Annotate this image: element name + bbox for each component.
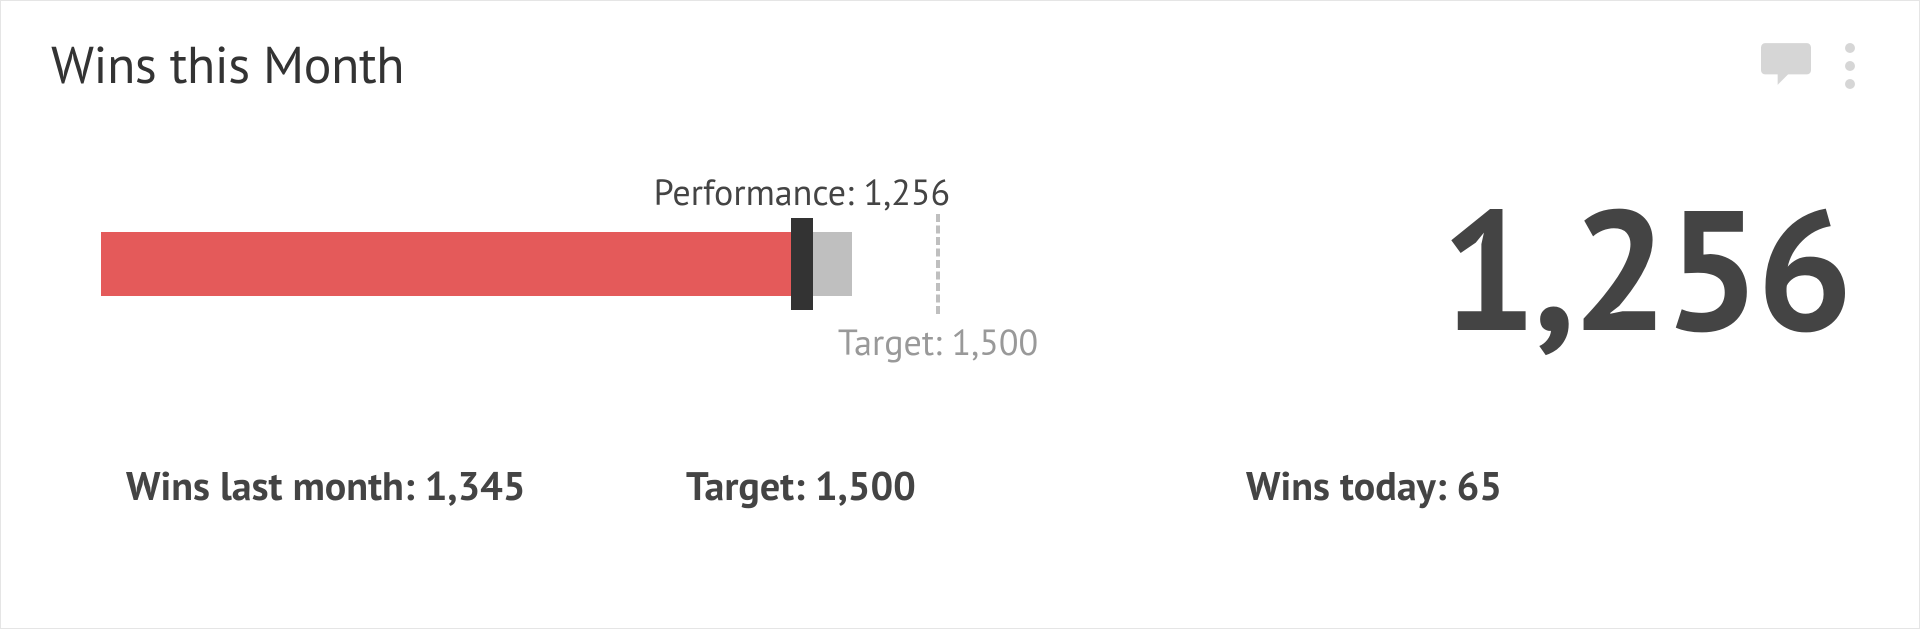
footer-today: Wins today: 65 bbox=[1246, 460, 1869, 512]
target-label: Target: 1,500 bbox=[838, 318, 1038, 365]
performance-marker bbox=[791, 218, 813, 310]
widget-actions bbox=[1761, 39, 1859, 93]
bullet-chart-area: Performance: 1,256 Target: 1,500 bbox=[101, 168, 1105, 365]
widget-body: Performance: 1,256 Target: 1,500 1,256 bbox=[51, 168, 1869, 365]
wins-value: 1,256 bbox=[1105, 182, 1849, 352]
bullet-track bbox=[101, 218, 1105, 310]
performance-label: Performance: 1,256 bbox=[654, 168, 951, 215]
wins-widget: Wins this Month Performance: 1,256 bbox=[1, 1, 1919, 628]
bullet-chart: Performance: 1,256 Target: 1,500 bbox=[51, 168, 1105, 365]
big-number-area: 1,256 bbox=[1105, 182, 1869, 352]
target-marker bbox=[936, 214, 940, 314]
widget-header: Wins this Month bbox=[51, 31, 1869, 98]
widget-title: Wins this Month bbox=[51, 31, 404, 98]
more-options-icon[interactable] bbox=[1841, 39, 1859, 93]
widget-footer: Wins last month: 1,345 Target: 1,500 Win… bbox=[51, 460, 1869, 512]
comment-icon[interactable] bbox=[1761, 43, 1811, 90]
footer-last-month: Wins last month: 1,345 bbox=[126, 460, 686, 512]
performance-bar bbox=[101, 232, 802, 296]
footer-target: Target: 1,500 bbox=[686, 460, 1246, 512]
